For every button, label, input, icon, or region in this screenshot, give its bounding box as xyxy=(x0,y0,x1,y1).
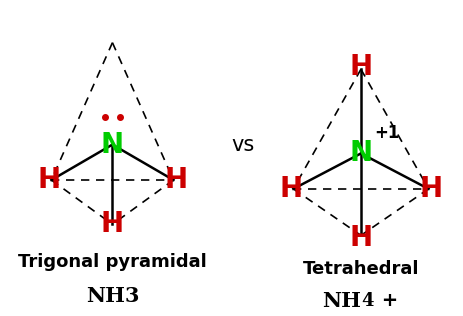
Text: NH3: NH3 xyxy=(86,286,139,306)
Text: vs: vs xyxy=(231,135,254,155)
Text: Trigonal pyramidal: Trigonal pyramidal xyxy=(18,253,206,271)
Text: H: H xyxy=(38,166,61,194)
Text: H: H xyxy=(100,210,124,238)
Text: H: H xyxy=(418,175,441,203)
Text: H: H xyxy=(349,224,372,252)
Text: H: H xyxy=(164,166,187,194)
Text: 4: 4 xyxy=(360,292,373,310)
Text: +1: +1 xyxy=(374,125,399,143)
Text: H: H xyxy=(279,175,302,203)
Text: N: N xyxy=(100,131,124,159)
Text: +: + xyxy=(374,291,397,310)
Text: H: H xyxy=(349,53,372,81)
Text: NH: NH xyxy=(321,290,360,311)
Text: N: N xyxy=(349,139,372,167)
Text: Tetrahedral: Tetrahedral xyxy=(302,260,418,278)
